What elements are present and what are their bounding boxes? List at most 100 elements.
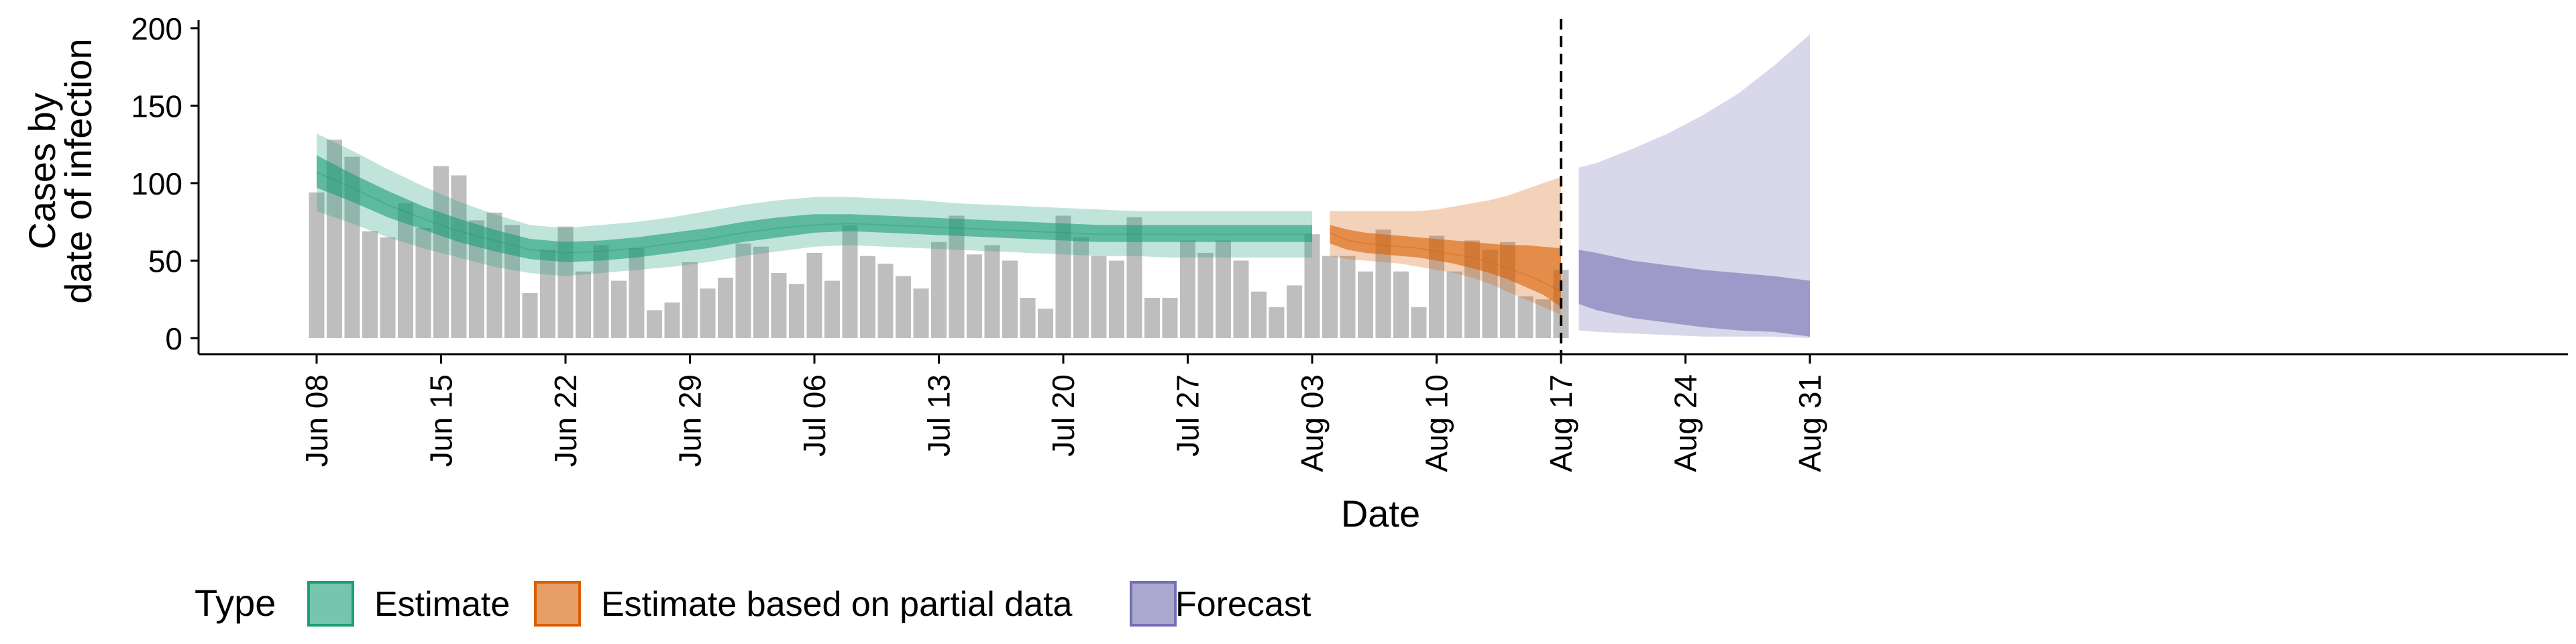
x-ticks: Jun 08 Jun 15 Jun 22 Jun 29 Jul 06 Jul 13 Jul … bbox=[299, 354, 1827, 472]
legend-label-estimate: Estimate bbox=[374, 585, 510, 624]
case-bar-54 bbox=[1269, 307, 1285, 338]
legend-key-partial bbox=[534, 581, 581, 627]
case-bar-26 bbox=[771, 272, 787, 338]
x-tick-label-7: Jul 27 bbox=[1171, 374, 1205, 457]
series-1-inner-band bbox=[1330, 225, 1561, 307]
case-bar-36 bbox=[949, 215, 965, 338]
legend: Type Estimate Estimate based on partial … bbox=[195, 581, 1311, 627]
legend-title: Type bbox=[195, 582, 276, 624]
case-bar-19 bbox=[647, 310, 662, 338]
y-axis-label-line-1: Cases by bbox=[21, 93, 63, 249]
case-bar-0 bbox=[309, 192, 325, 338]
case-bar-30 bbox=[842, 225, 858, 338]
case-bar-46 bbox=[1126, 217, 1142, 338]
case-bar-22 bbox=[700, 288, 716, 338]
case-bar-25 bbox=[753, 246, 769, 338]
series-1-median-line bbox=[1330, 232, 1562, 292]
case-bar-42 bbox=[1055, 215, 1071, 338]
case-bar-35 bbox=[931, 241, 947, 338]
case-bar-20 bbox=[664, 302, 680, 338]
y-tick-label-3: 150 bbox=[131, 89, 182, 124]
case-bar-63 bbox=[1429, 235, 1444, 338]
case-bar-49 bbox=[1180, 240, 1195, 338]
case-bar-47 bbox=[1144, 297, 1160, 338]
case-bar-5 bbox=[398, 203, 413, 338]
y-tick-label-4: 200 bbox=[131, 11, 182, 46]
case-bar-39 bbox=[1002, 260, 1018, 338]
x-tick-label-10: Aug 17 bbox=[1544, 374, 1578, 472]
case-bar-41 bbox=[1038, 309, 1053, 338]
case-bar-9 bbox=[469, 220, 484, 338]
case-bar-29 bbox=[824, 280, 840, 338]
case-bar-18 bbox=[629, 248, 645, 338]
legend-key-estimate bbox=[307, 581, 354, 627]
series-0-median-line bbox=[316, 171, 1312, 254]
series-0-inner-band bbox=[317, 155, 1312, 262]
case-bar-69 bbox=[1536, 299, 1551, 338]
case-bar-56 bbox=[1304, 234, 1320, 338]
x-tick-label-0: Jun 08 bbox=[299, 374, 334, 467]
x-tick-label-8: Aug 03 bbox=[1295, 374, 1330, 472]
case-bar-59 bbox=[1358, 271, 1373, 338]
case-bar-50 bbox=[1197, 252, 1214, 338]
x-tick-label-2: Jun 22 bbox=[548, 374, 583, 467]
case-bar-55 bbox=[1287, 285, 1302, 338]
x-tick-label-11: Aug 24 bbox=[1668, 374, 1703, 472]
y-ticks: 0 50 100 150 200 bbox=[131, 11, 199, 356]
case-bar-38 bbox=[984, 245, 1000, 338]
case-bar-48 bbox=[1162, 297, 1178, 338]
case-bar-32 bbox=[877, 264, 894, 338]
case-bar-64 bbox=[1446, 271, 1462, 338]
case-bar-24 bbox=[735, 244, 751, 338]
case-bar-34 bbox=[913, 288, 929, 338]
x-tick-label-5: Jul 13 bbox=[922, 374, 957, 457]
observed-case-bars bbox=[309, 140, 1569, 339]
estimate-bands bbox=[316, 34, 1810, 339]
y-axis: 0 50 100 150 200 bbox=[131, 11, 200, 356]
x-axis: Jun 08 Jun 15 Jun 22 Jun 29 Jul 06 Jul 13 Jul … bbox=[199, 353, 2568, 472]
case-bar-33 bbox=[896, 276, 911, 338]
case-bar-6 bbox=[415, 227, 431, 338]
series-2-inner-band bbox=[1578, 250, 1810, 337]
case-bar-61 bbox=[1393, 271, 1409, 338]
case-bar-15 bbox=[576, 271, 591, 338]
x-tick-label-6: Jul 20 bbox=[1046, 374, 1081, 457]
case-bar-52 bbox=[1233, 260, 1249, 338]
case-bar-13 bbox=[540, 250, 555, 338]
case-bar-17 bbox=[611, 280, 627, 338]
case-bar-4 bbox=[380, 237, 396, 338]
case-bar-37 bbox=[967, 254, 982, 338]
y-axis-label-line-2: date of infection bbox=[57, 38, 99, 303]
case-bar-62 bbox=[1411, 307, 1427, 338]
y-tick-label-2: 100 bbox=[131, 166, 182, 201]
case-bar-40 bbox=[1020, 297, 1036, 338]
legend-label-forecast: Forecast bbox=[1175, 585, 1311, 624]
case-bar-21 bbox=[682, 262, 698, 338]
x-tick-label-9: Aug 10 bbox=[1419, 374, 1454, 472]
case-bar-44 bbox=[1091, 256, 1107, 338]
case-bar-28 bbox=[806, 252, 822, 338]
legend-label-partial: Estimate based on partial data bbox=[601, 585, 1073, 624]
y-tick-label-0: 0 bbox=[165, 321, 182, 356]
case-bar-7 bbox=[433, 166, 449, 338]
case-bar-43 bbox=[1073, 237, 1089, 338]
case-bar-45 bbox=[1109, 260, 1124, 338]
case-bar-16 bbox=[593, 245, 609, 338]
case-bar-8 bbox=[451, 175, 467, 338]
case-bar-31 bbox=[860, 256, 875, 338]
case-bar-68 bbox=[1517, 296, 1534, 338]
case-bar-12 bbox=[522, 293, 538, 338]
case-bar-58 bbox=[1340, 256, 1356, 338]
x-tick-label-12: Aug 31 bbox=[1792, 374, 1827, 472]
x-axis-label: Date bbox=[1341, 492, 1420, 535]
x-tick-label-1: Jun 15 bbox=[424, 374, 459, 467]
legend-key-forecast bbox=[1130, 581, 1177, 627]
x-tick-label-4: Jul 06 bbox=[797, 374, 832, 457]
case-bar-60 bbox=[1375, 229, 1391, 338]
case-bar-3 bbox=[362, 231, 378, 338]
case-bar-53 bbox=[1251, 291, 1267, 338]
y-tick-label-1: 50 bbox=[148, 244, 182, 279]
case-bar-23 bbox=[718, 277, 733, 338]
case-bar-27 bbox=[789, 284, 804, 338]
